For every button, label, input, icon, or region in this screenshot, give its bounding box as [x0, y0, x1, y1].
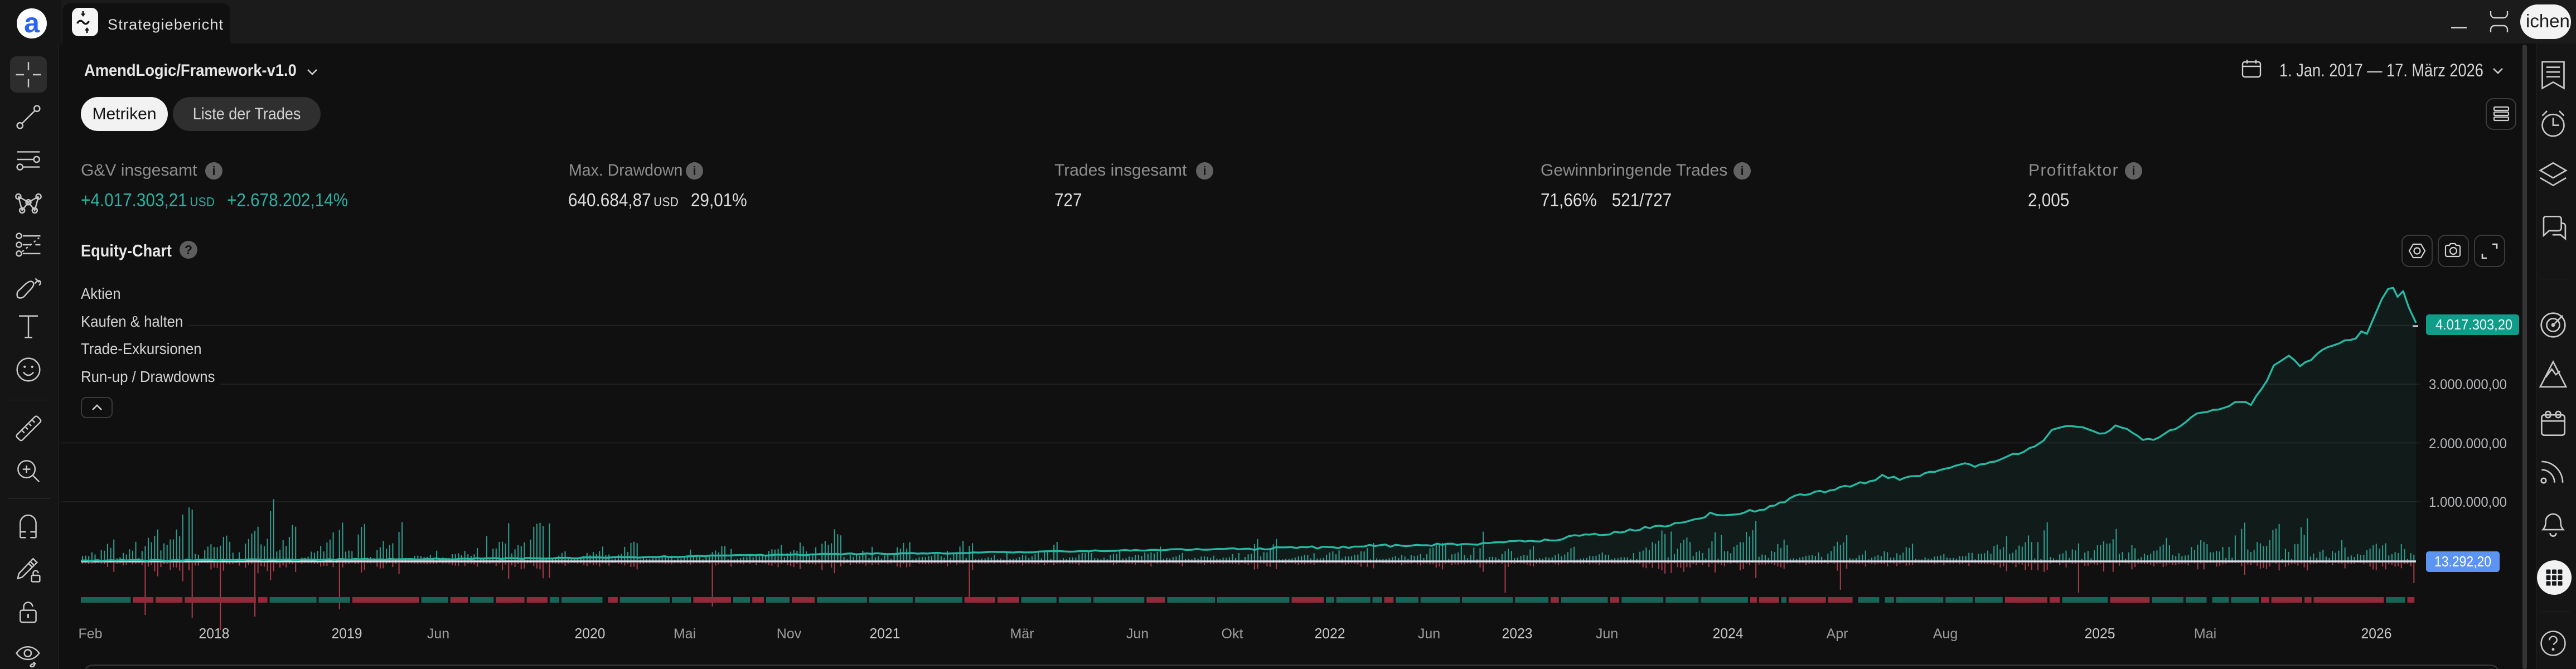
svg-text:2023: 2023 — [1502, 625, 1533, 642]
svg-text:2.000.000,00: 2.000.000,00 — [2429, 436, 2507, 452]
svg-text:2020: 2020 — [575, 625, 606, 642]
svg-text:1.000.000,00: 1.000.000,00 — [2429, 495, 2507, 510]
svg-text:Nov: Nov — [777, 626, 802, 642]
svg-text:13.292,20: 13.292,20 — [2434, 553, 2491, 570]
svg-text:Mai: Mai — [674, 626, 696, 642]
svg-text:Jun: Jun — [1126, 626, 1149, 642]
svg-text:2021: 2021 — [870, 625, 900, 642]
svg-text:Apr: Apr — [1827, 626, 1848, 642]
svg-text:Okt: Okt — [1222, 626, 1243, 642]
svg-text:2019: 2019 — [332, 625, 362, 642]
svg-text:Jun: Jun — [1596, 626, 1618, 642]
svg-text:Aug: Aug — [1933, 626, 1958, 642]
svg-text:3.000.000,00: 3.000.000,00 — [2429, 377, 2507, 392]
svg-text:2025: 2025 — [2085, 625, 2115, 642]
svg-text:2022: 2022 — [1315, 625, 1345, 642]
svg-text:Jun: Jun — [1418, 626, 1440, 642]
svg-text:2024: 2024 — [1713, 625, 1744, 642]
svg-text:4.017.303,20: 4.017.303,20 — [2435, 316, 2512, 333]
svg-text:Feb: Feb — [78, 626, 102, 642]
svg-text:Mai: Mai — [2194, 626, 2216, 642]
svg-text:2018: 2018 — [199, 625, 230, 642]
svg-text:Jun: Jun — [427, 626, 449, 642]
svg-text:Mär: Mär — [1010, 626, 1034, 642]
svg-text:2026: 2026 — [2361, 625, 2392, 642]
